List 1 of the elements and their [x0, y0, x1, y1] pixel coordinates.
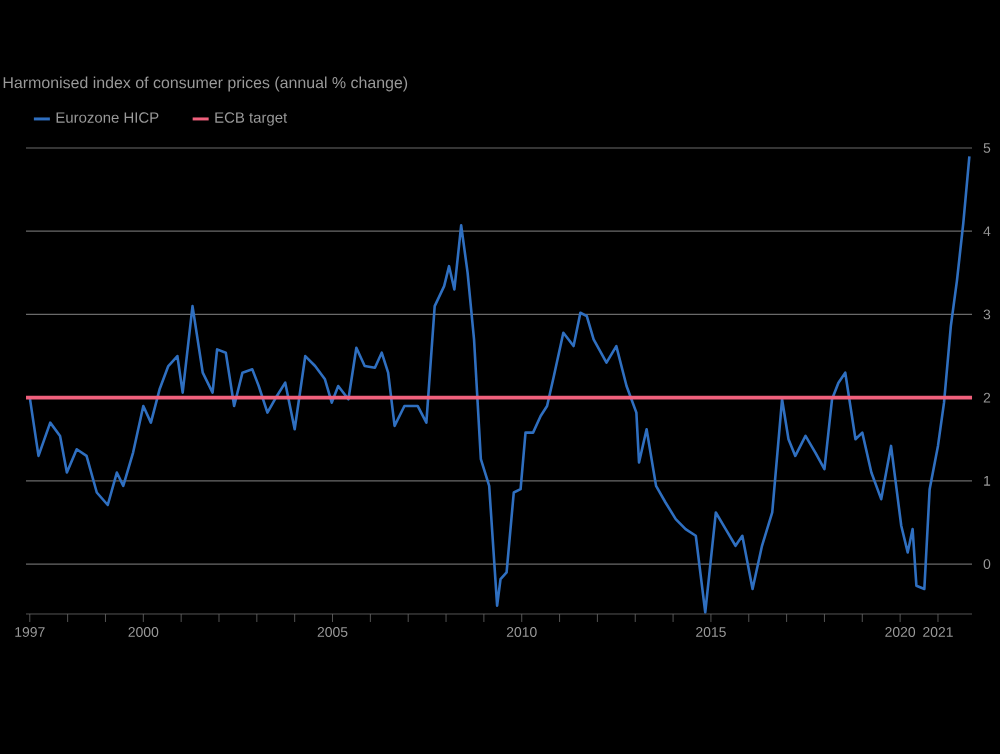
line-series — [28, 155, 971, 614]
